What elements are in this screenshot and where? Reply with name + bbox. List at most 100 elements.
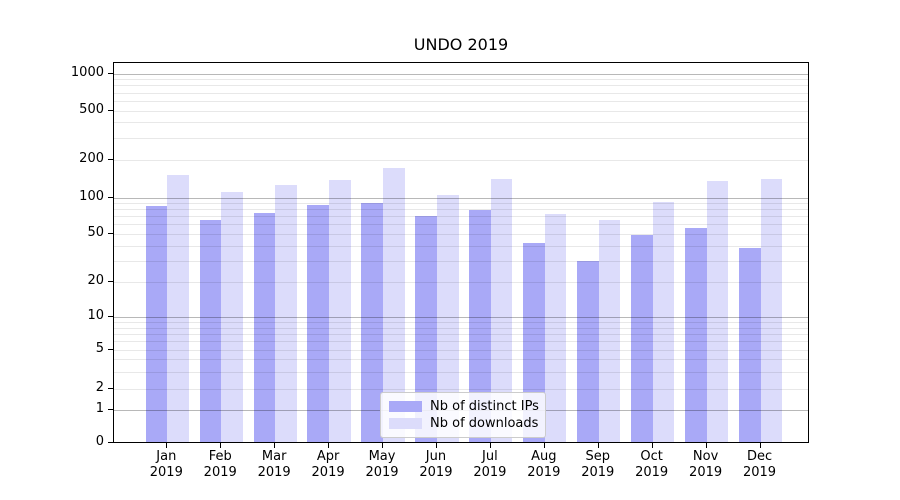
bar-downloads-mar [275, 185, 297, 442]
y-tick-label-100: 100 [79, 188, 104, 204]
gridline-5 [114, 350, 808, 351]
x-tick-label-aug: Aug 2019 [527, 449, 561, 480]
y-tick-mark-50 [108, 233, 113, 234]
gridline-100 [114, 197, 808, 199]
x-tick-mark-jun [435, 443, 437, 448]
x-tick-label-feb: Feb 2019 [203, 449, 237, 480]
gridline-900 [114, 79, 808, 81]
y-tick-label-200: 200 [79, 150, 104, 166]
x-tick-label-dec: Dec 2019 [742, 449, 777, 480]
legend-swatch-distinct-ips [389, 401, 422, 412]
bar-distinct-ips-jul [469, 209, 491, 442]
legend-item-distinct-ips: Nb of distinct IPs [389, 398, 539, 415]
y-tick-mark-2 [108, 388, 113, 389]
y-tick-mark-10 [108, 316, 113, 317]
bar-downloads-apr [329, 179, 351, 442]
gridline-7 [114, 333, 808, 335]
legend-label-distinct-ips: Nb of distinct IPs [430, 398, 539, 414]
bar-distinct-ips-dec [738, 248, 761, 442]
gridline-300 [114, 137, 808, 139]
gridline-9 [114, 322, 808, 324]
legend: Nb of distinct IPs Nb of downloads [380, 392, 546, 438]
x-tick-label-jul: Jul 2019 [473, 449, 507, 480]
gridline-8 [114, 327, 808, 329]
gridline-20 [114, 282, 808, 283]
gridline-1000 [114, 73, 808, 75]
x-tick-label-jan: Jan 2019 [149, 449, 183, 480]
x-tick-mark-mar [274, 443, 276, 448]
y-tick-label-500: 500 [79, 101, 104, 117]
bar-distinct-ips-sep [577, 260, 599, 442]
plot-area: Nb of distinct IPs Nb of downloads [113, 62, 809, 443]
gridline-800 [114, 85, 808, 87]
bar-distinct-ips-apr [307, 204, 330, 442]
legend-item-downloads: Nb of downloads [389, 415, 539, 432]
y-tick-label-0: 0 [95, 434, 104, 449]
gridline-30 [114, 260, 808, 262]
gridline-2 [114, 389, 808, 390]
x-tick-label-sep: Sep 2019 [581, 449, 615, 480]
x-tick-label-may: May 2019 [365, 449, 399, 480]
bar-downloads-aug [544, 214, 567, 442]
gridline-70 [114, 216, 808, 218]
y-tick-mark-1000 [108, 72, 113, 74]
bar-downloads-sep [598, 220, 621, 442]
y-tick-mark-20 [108, 281, 113, 282]
x-tick-mark-jul [489, 443, 491, 448]
bar-distinct-ips-feb [199, 220, 222, 442]
bar-downloads-jul [490, 179, 513, 442]
x-tick-mark-sep [597, 443, 599, 448]
x-tick-label-jun: Jun 2019 [419, 449, 453, 480]
legend-swatch-downloads [389, 418, 422, 429]
gridline-80 [114, 209, 808, 211]
x-tick-mark-oct [651, 443, 653, 448]
x-tick-label-oct: Oct 2019 [635, 449, 669, 480]
y-tick-label-5: 5 [95, 341, 104, 356]
bar-downloads-jun [436, 194, 459, 442]
x-tick-mark-jan [166, 443, 168, 448]
bar-downloads-jan [167, 174, 189, 442]
x-tick-label-apr: Apr 2019 [311, 449, 345, 480]
gridline-90 [114, 203, 808, 205]
bar-downloads-nov [706, 180, 729, 442]
y-tick-mark-500 [108, 109, 113, 111]
y-tick-mark-1 [108, 409, 113, 410]
x-tick-mark-may [382, 443, 384, 448]
x-tick-mark-feb [220, 443, 222, 448]
gridline-700 [114, 92, 808, 94]
y-tick-label-1: 1 [95, 401, 104, 416]
gridline-600 [114, 100, 808, 102]
gridline-200 [114, 159, 808, 161]
bar-distinct-ips-jun [415, 216, 437, 442]
gridline-3 [114, 371, 808, 373]
y-tick-label-1000: 1000 [70, 64, 104, 80]
bar-downloads-dec [760, 179, 783, 442]
y-tick-mark-200 [108, 158, 113, 160]
y-tick-label-20: 20 [87, 273, 104, 288]
legend-label-downloads: Nb of downloads [430, 415, 539, 431]
x-tick-mark-aug [543, 443, 545, 448]
y-tick-mark-100 [108, 196, 113, 198]
y-tick-label-10: 10 [87, 308, 104, 323]
chart-title: UNDO 2019 [413, 35, 509, 54]
gridline-400 [114, 122, 808, 124]
y-tick-label-2: 2 [95, 380, 104, 395]
gridline-10 [114, 317, 808, 318]
gridline-60 [114, 224, 808, 226]
bar-distinct-ips-nov [685, 228, 707, 442]
gridline-500 [114, 110, 808, 112]
x-tick-mark-dec [759, 443, 761, 448]
x-tick-label-nov: Nov 2019 [689, 449, 723, 480]
bar-downloads-may [383, 168, 405, 442]
x-tick-mark-apr [328, 443, 330, 448]
gridline-40 [114, 245, 808, 247]
x-tick-label-mar: Mar 2019 [257, 449, 291, 480]
gridline-6 [114, 341, 808, 343]
gridline-4 [114, 359, 808, 361]
bar-distinct-ips-may [361, 203, 383, 442]
x-tick-mark-nov [705, 443, 707, 448]
y-tick-label-50: 50 [87, 225, 104, 240]
gridline-50 [114, 234, 808, 235]
bar-distinct-ips-mar [253, 213, 276, 442]
